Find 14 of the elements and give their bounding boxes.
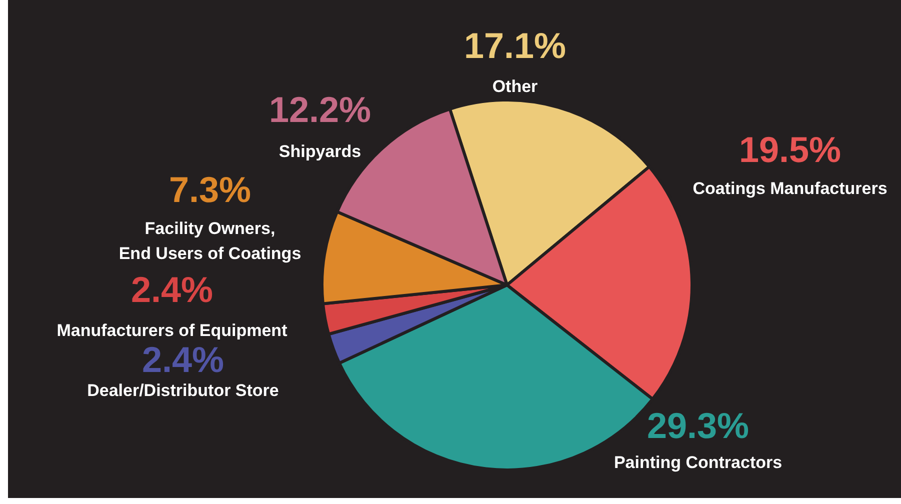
data-label: 12.2% [268, 89, 372, 130]
slice-label: Manufacturers of Equipment [56, 321, 288, 340]
data-label: 19.5% [738, 129, 842, 170]
slice-label: Coatings Manufacturers [692, 179, 888, 198]
slice-label: Painting Contractors [614, 453, 782, 472]
slice-label: Facility Owners, End Users of Coatings [118, 219, 302, 263]
data-label: 2.4% [130, 269, 214, 310]
data-label: 29.3% [646, 405, 750, 446]
slice-label: Dealer/Distributor Store [87, 381, 279, 400]
slice-label: Shipyards [278, 142, 362, 161]
data-label: 7.3% [168, 169, 252, 210]
data-label: 17.1% [464, 25, 566, 66]
data-label: 2.4% [142, 339, 224, 380]
slice-label: Other [492, 77, 538, 96]
